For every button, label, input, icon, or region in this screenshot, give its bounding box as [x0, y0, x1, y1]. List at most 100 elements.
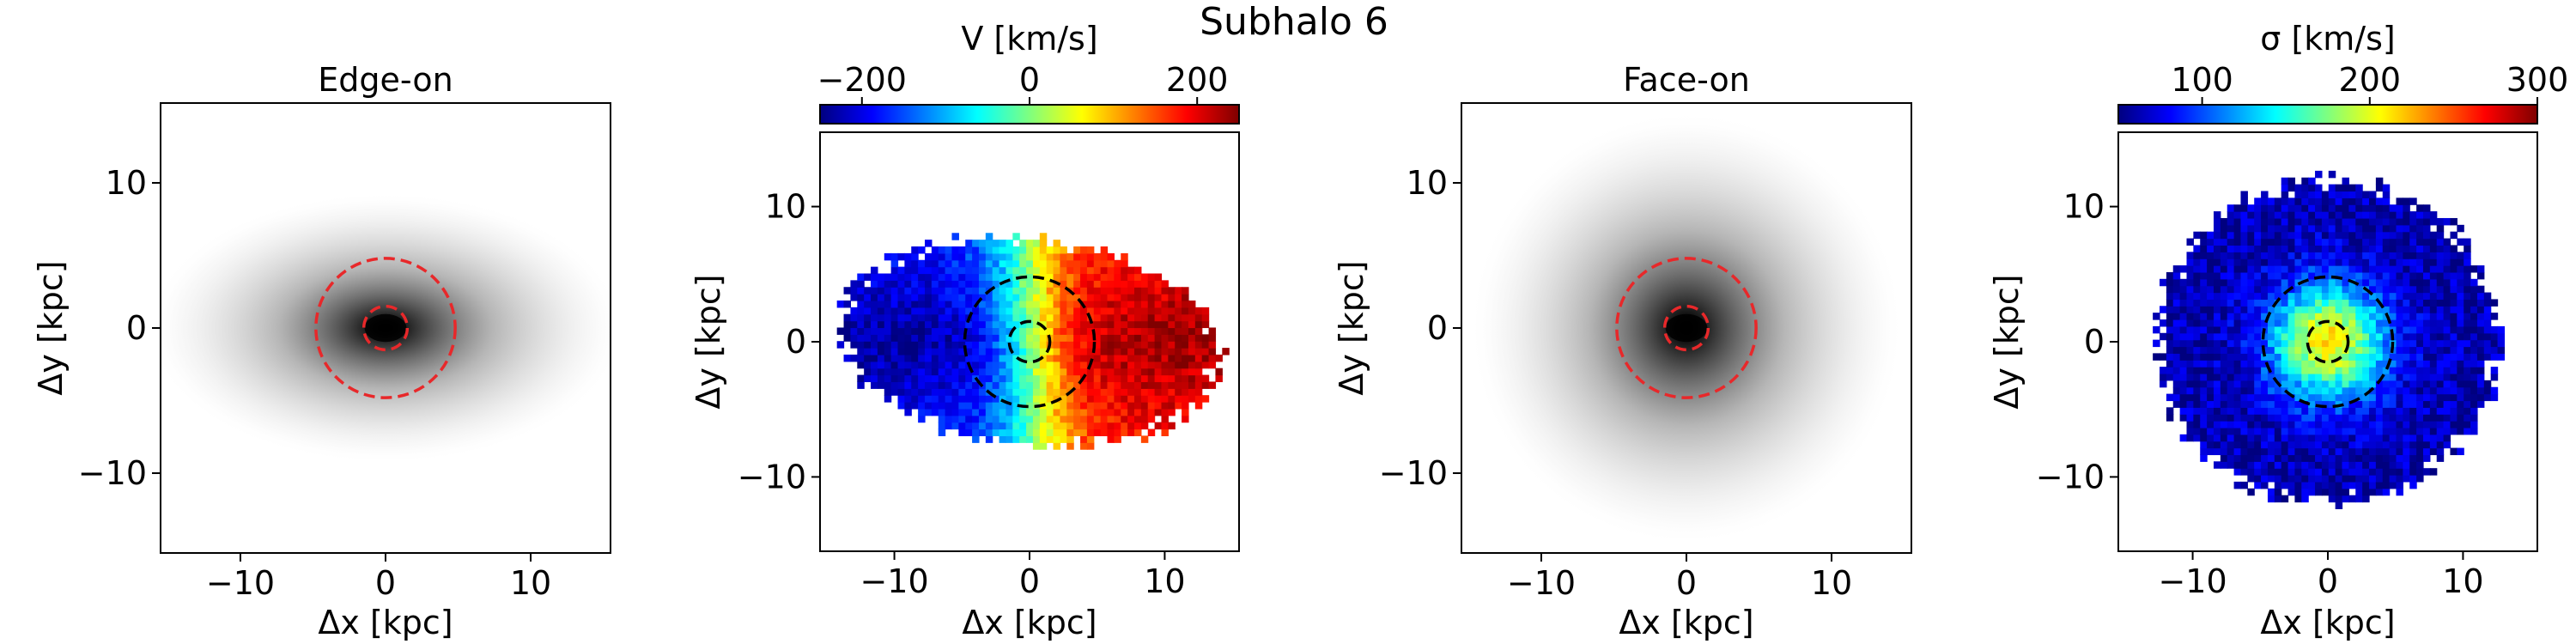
pixel	[2362, 386, 2370, 395]
pixel	[2335, 332, 2343, 341]
pixel	[2213, 217, 2221, 226]
pixel	[2409, 386, 2417, 395]
pixel	[2247, 332, 2255, 341]
pixel	[1161, 422, 1169, 430]
pixel	[2254, 258, 2262, 266]
pixel	[2348, 211, 2356, 219]
pixel	[1161, 348, 1169, 355]
pixel	[972, 294, 980, 301]
pixel	[931, 368, 939, 376]
pixel	[2369, 313, 2377, 320]
pixel	[931, 374, 939, 383]
pixel	[1208, 341, 1217, 349]
pixel	[1140, 354, 1149, 362]
pixel	[1019, 240, 1027, 247]
pixel	[2409, 285, 2417, 294]
pixel	[1012, 334, 1020, 342]
pixel	[2355, 421, 2363, 428]
pixel	[2429, 367, 2438, 374]
pixel	[2281, 481, 2289, 489]
pixel	[2301, 211, 2309, 219]
pixel	[2267, 332, 2275, 341]
pixel	[931, 381, 939, 389]
pixel	[2287, 197, 2296, 205]
pixel	[2450, 346, 2458, 354]
pixel	[2220, 238, 2228, 246]
pixel	[965, 368, 973, 376]
pixel	[2287, 231, 2296, 240]
pixel	[2476, 373, 2485, 381]
pixel	[2409, 292, 2417, 301]
colorbar-label: σ [km/s]	[2260, 20, 2395, 58]
pixel	[945, 348, 953, 355]
pixel	[2382, 245, 2391, 252]
pixel	[918, 348, 926, 355]
pixel	[1005, 246, 1013, 254]
pixel	[2396, 380, 2403, 388]
pixel	[2443, 306, 2451, 313]
pixel	[2166, 414, 2174, 422]
pixel	[2429, 245, 2438, 252]
pixel	[2315, 217, 2323, 226]
pixel	[2382, 468, 2391, 476]
pixel	[965, 408, 973, 416]
pixel	[938, 280, 946, 288]
pixel	[877, 374, 885, 383]
x-tick-label: 0	[1019, 562, 1040, 600]
pixel	[2294, 488, 2302, 496]
pixel	[2254, 238, 2262, 246]
pixel	[2193, 407, 2201, 415]
pixel	[2315, 454, 2323, 462]
pixel	[1161, 374, 1169, 383]
pixel	[2261, 217, 2269, 226]
pixel	[1026, 361, 1034, 369]
pixel	[2348, 184, 2356, 192]
pixel	[1046, 402, 1054, 410]
pixel	[2308, 271, 2316, 280]
pixel	[2389, 440, 2397, 449]
pixel	[2247, 400, 2255, 408]
pixel	[2301, 299, 2309, 307]
pixel	[2416, 440, 2424, 449]
pixel	[2389, 245, 2397, 252]
pixel	[985, 240, 993, 247]
pixel	[2369, 271, 2377, 280]
pixel	[2193, 421, 2201, 428]
pixel	[2429, 407, 2438, 415]
pixel	[1140, 408, 1149, 416]
pixel	[925, 273, 933, 281]
pixel	[2233, 461, 2242, 469]
pixel	[1060, 422, 1067, 430]
pixel	[1032, 374, 1041, 383]
pixel	[2281, 184, 2289, 192]
pixel	[2328, 346, 2336, 354]
pixel	[945, 307, 953, 315]
pixel	[1147, 273, 1156, 281]
pixel	[2274, 468, 2282, 476]
pixel	[2315, 427, 2323, 435]
pixel	[850, 354, 858, 362]
pixel	[2166, 393, 2174, 402]
pixel	[2416, 292, 2424, 301]
pixel	[2348, 224, 2356, 233]
colorbar-tick-label: 200	[1166, 61, 1229, 99]
pixel	[2422, 292, 2431, 301]
pixel	[1012, 313, 1020, 322]
pixel	[992, 428, 1000, 437]
pixel	[1140, 287, 1149, 295]
pixel	[2490, 325, 2499, 334]
pixel	[2308, 231, 2316, 240]
pixel	[2193, 332, 2201, 341]
pixel	[2470, 421, 2478, 428]
pixel	[1188, 348, 1196, 355]
pixel	[890, 348, 899, 355]
pixel	[945, 368, 953, 376]
pixel	[1026, 307, 1034, 315]
pixel	[938, 287, 946, 295]
pixel	[965, 252, 973, 261]
pixel	[1032, 246, 1041, 254]
pixel	[1161, 287, 1169, 295]
pixel	[1194, 388, 1203, 396]
pixel	[1032, 354, 1041, 362]
